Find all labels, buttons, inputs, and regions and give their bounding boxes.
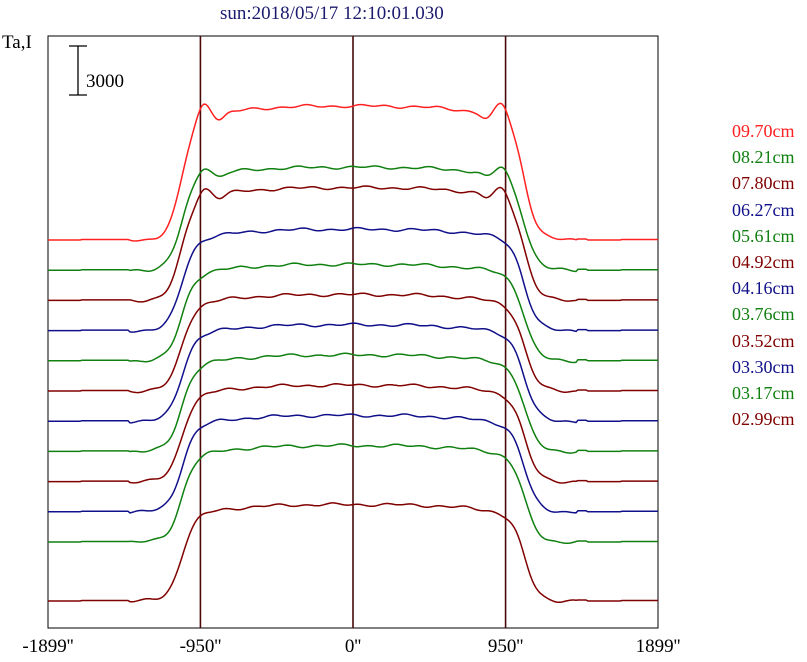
series-line-07.80cm — [48, 185, 658, 303]
legend-item-5: 04.92cm — [732, 252, 795, 273]
legend-item-2: 07.80cm — [732, 173, 795, 194]
legend-item-6: 04.16cm — [732, 278, 795, 299]
legend-item-3: 06.27cm — [732, 199, 795, 220]
legend-item-4: 05.61cm — [732, 225, 795, 246]
legend-item-10: 03.17cm — [732, 383, 795, 404]
x-tick-label-4: 1899'' — [635, 636, 681, 657]
legend-item-1: 08.21cm — [732, 147, 795, 168]
x-tick-label-0: -1899'' — [22, 636, 74, 657]
x-tick-label-3: 950'' — [487, 636, 524, 657]
y-axis-label: Ta,I — [2, 32, 32, 53]
legend: 09.70cm 08.21cm 07.80cm 06.27cm 05.61cm 04.92… — [732, 118, 795, 432]
x-tick-label-1: -950'' — [179, 636, 222, 657]
series-line-03.30cm — [48, 413, 658, 514]
legend-item-0: 09.70cm — [732, 121, 795, 141]
series-line-09.70cm — [48, 102, 658, 242]
series-line-04.16cm — [48, 322, 658, 424]
series-line-04.92cm — [48, 292, 658, 394]
chart-title: sun:2018/05/17 12:10:01.030 — [220, 3, 444, 24]
series-line-06.27cm — [48, 226, 658, 333]
series-line-08.21cm — [48, 165, 658, 273]
series-line-03.17cm — [48, 443, 658, 545]
legend-item-7: 03.76cm — [732, 304, 795, 325]
x-tick-label-2: 0'' — [344, 636, 362, 657]
scale-bar-label: 3000 — [86, 71, 124, 92]
series-line-03.76cm — [48, 352, 658, 454]
series-line-02.99cm — [48, 502, 658, 603]
series-line-05.61cm — [48, 262, 658, 364]
series-line-03.52cm — [48, 383, 658, 484]
legend-item-8: 03.52cm — [732, 330, 795, 351]
legend-item-11: 02.99cm — [732, 409, 795, 430]
legend-item-9: 03.30cm — [732, 356, 795, 377]
